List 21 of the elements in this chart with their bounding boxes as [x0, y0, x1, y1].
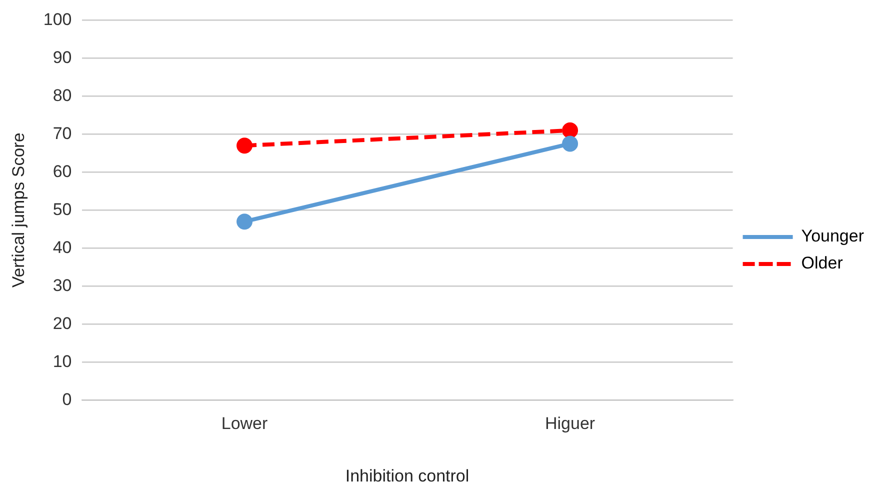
y-tick-label: 90: [52, 48, 72, 67]
y-tick-label: 40: [52, 238, 72, 257]
y-tick-label: 100: [43, 10, 72, 29]
y-tick-label: 80: [52, 86, 72, 105]
x-tick-label: Lower: [221, 414, 268, 434]
y-tick-label: 20: [52, 314, 72, 333]
x-tick-label: Higuer: [544, 414, 596, 434]
point: [236, 214, 253, 230]
legend-label: Older: [801, 254, 844, 273]
point: [562, 136, 578, 152]
point: [236, 138, 253, 154]
y-tick-label: 0: [62, 390, 72, 409]
y-tick-label: 10: [52, 352, 72, 371]
y-tick-label: 60: [52, 162, 72, 181]
y-axis-title: Vertical jumps Score: [8, 132, 28, 288]
x-axis-title: Inhibition control: [345, 466, 470, 486]
point: [562, 122, 578, 138]
y-tick-label: 30: [52, 276, 72, 295]
y-tick-label: 70: [52, 124, 72, 143]
y-tick-label: 50: [52, 200, 72, 219]
legend-label: Younger: [801, 226, 864, 246]
